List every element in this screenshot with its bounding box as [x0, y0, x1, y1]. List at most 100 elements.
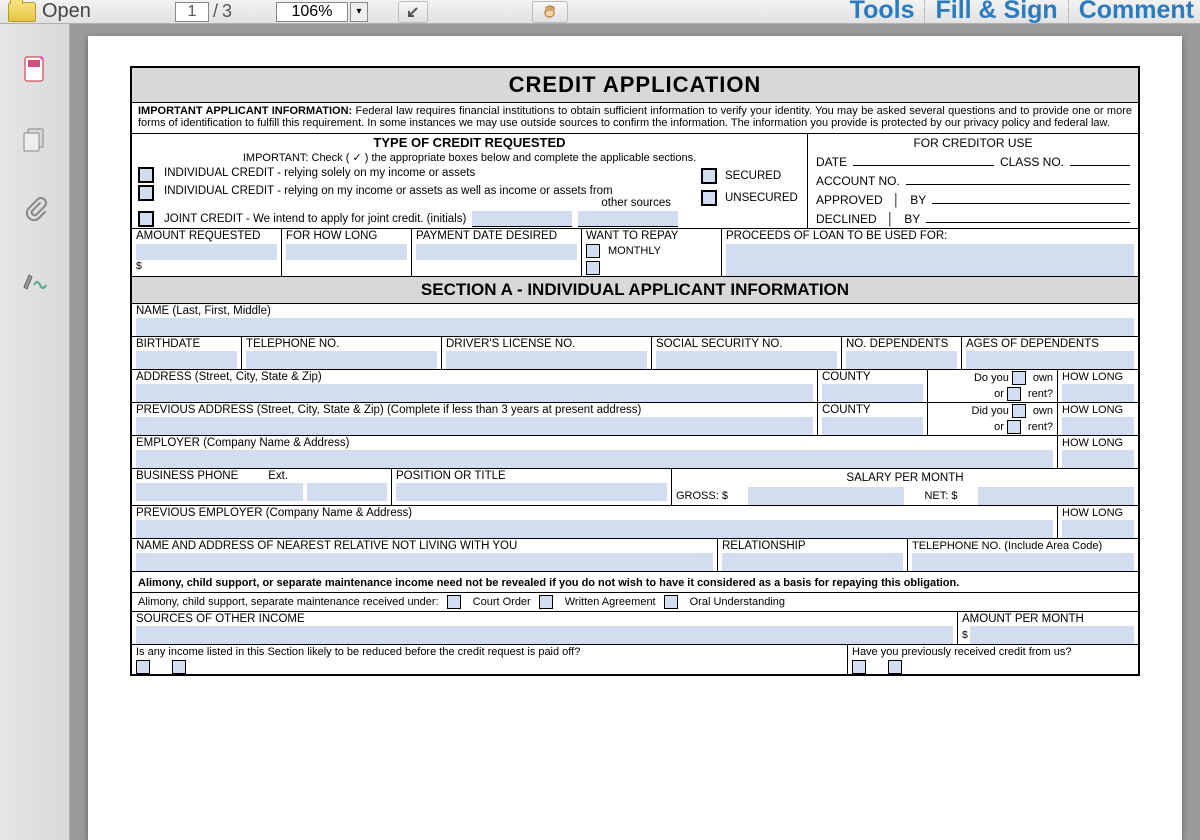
- zoom-dropdown[interactable]: ▾: [350, 2, 368, 22]
- chk-prev-own[interactable]: [1012, 404, 1026, 418]
- amtper-field[interactable]: [970, 626, 1134, 644]
- arrow-down-left-icon: [405, 4, 421, 20]
- creditor-use: FOR CREDITOR USE DATECLASS NO. ACCOUNT N…: [808, 134, 1138, 228]
- prevaddr-howlong[interactable]: [1062, 417, 1134, 435]
- chk-written[interactable]: [539, 595, 553, 609]
- income-reduce-row: Is any income listed in this Section lik…: [132, 644, 1138, 674]
- employer-field[interactable]: [136, 450, 1053, 468]
- sources-field[interactable]: [136, 626, 953, 644]
- chk-indiv1[interactable]: [138, 167, 154, 183]
- chk-own[interactable]: [1012, 371, 1026, 385]
- alimony-note: Alimony, child support, or separate main…: [132, 571, 1138, 592]
- hand-icon: [541, 3, 559, 21]
- chk-rent[interactable]: [1007, 387, 1021, 401]
- ext-field[interactable]: [307, 483, 387, 501]
- chk-monthly[interactable]: [586, 244, 600, 258]
- prevemp-howlong[interactable]: [1062, 520, 1134, 538]
- howlong-field[interactable]: [286, 244, 407, 260]
- address-field[interactable]: [136, 384, 813, 402]
- chk-other-repay[interactable]: [586, 261, 600, 275]
- pdf-page: CREDIT APPLICATION IMPORTANT APPLICANT I…: [88, 36, 1182, 840]
- addr-howlong[interactable]: [1062, 384, 1134, 402]
- chk-oral[interactable]: [664, 595, 678, 609]
- gross-field[interactable]: [748, 487, 905, 505]
- zoom-input[interactable]: 106%: [276, 2, 348, 22]
- prev-employer-row: PREVIOUS EMPLOYER (Company Name & Addres…: [132, 505, 1138, 538]
- relative-row: NAME AND ADDRESS OF NEAREST RELATIVE NOT…: [132, 538, 1138, 571]
- chk-unsecured[interactable]: [701, 190, 717, 206]
- emp-howlong[interactable]: [1062, 450, 1134, 468]
- name-field[interactable]: [136, 318, 1134, 336]
- page-sep: /: [213, 1, 218, 22]
- dl-field[interactable]: [446, 351, 647, 369]
- thumbnails-button[interactable]: [19, 54, 51, 86]
- relationship-field[interactable]: [722, 553, 903, 571]
- other-income-row: SOURCES OF OTHER INCOME AMOUNT PER MONTH…: [132, 611, 1138, 644]
- comment-link[interactable]: Comment: [1068, 0, 1194, 25]
- chk-joint[interactable]: [138, 211, 154, 227]
- proceeds-field[interactable]: [726, 244, 1134, 276]
- tcr-head: TYPE OF CREDIT REQUESTED: [132, 134, 807, 151]
- alimony-received-row: Alimony, child support, separate mainten…: [132, 592, 1138, 611]
- document-viewer[interactable]: CREDIT APPLICATION IMPORTANT APPLICANT I…: [70, 24, 1200, 840]
- zoom-group: 106% ▾: [276, 2, 368, 22]
- page-current-input[interactable]: 1: [175, 2, 209, 22]
- open-label: Open: [42, 0, 91, 23]
- dep-ages-field[interactable]: [966, 351, 1134, 369]
- chk-prevcr-2[interactable]: [888, 660, 902, 674]
- pages-button[interactable]: [19, 124, 51, 156]
- stack-icon: [21, 126, 49, 154]
- folder-icon: [8, 2, 36, 22]
- paperclip-icon: [22, 195, 48, 225]
- net-field[interactable]: [978, 487, 1135, 505]
- paydate-field[interactable]: [416, 244, 577, 260]
- telephone-field[interactable]: [246, 351, 437, 369]
- open-button[interactable]: Open: [8, 0, 91, 23]
- chk-red-1[interactable]: [136, 660, 150, 674]
- prev-address-row: PREVIOUS ADDRESS (Street, City, State & …: [132, 402, 1138, 435]
- toolbar-right-links: Tools Fill & Sign Comment: [840, 0, 1194, 25]
- page-total: 3: [222, 1, 232, 22]
- tools-link[interactable]: Tools: [840, 0, 915, 25]
- credit-type-section: TYPE OF CREDIT REQUESTED IMPORTANT: Chec…: [132, 133, 1138, 228]
- form-title: CREDIT APPLICATION: [132, 68, 1138, 102]
- chk-prev-rent[interactable]: [1007, 420, 1021, 434]
- chk-secured[interactable]: [701, 168, 717, 184]
- pdf-toolbar: Open 1 / 3 106% ▾ Tools Fill & Sign Comm…: [0, 0, 1200, 24]
- chk-court[interactable]: [447, 595, 461, 609]
- page-pink-icon: [22, 55, 48, 85]
- address-row: ADDRESS (Street, City, State & Zip) COUN…: [132, 369, 1138, 402]
- sign-icon: [20, 267, 50, 293]
- prev-county-field[interactable]: [822, 417, 923, 435]
- credit-application-form: CREDIT APPLICATION IMPORTANT APPLICANT I…: [130, 66, 1140, 676]
- section-a-head: SECTION A - INDIVIDUAL APPLICANT INFORMA…: [132, 276, 1138, 303]
- important-notice: IMPORTANT APPLICANT INFORMATION: Federal…: [132, 102, 1138, 133]
- attachments-button[interactable]: [19, 194, 51, 226]
- chk-red-2[interactable]: [172, 660, 186, 674]
- relative-field[interactable]: [136, 553, 713, 571]
- position-row: BUSINESS PHONEExt. POSITION OR TITLE SAL…: [132, 468, 1138, 505]
- side-panel: [0, 24, 70, 840]
- ssn-field[interactable]: [656, 351, 837, 369]
- initials-1[interactable]: [472, 211, 572, 227]
- amount-requested-field[interactable]: [136, 244, 277, 260]
- personal-row: BIRTHDATE TELEPHONE NO. DRIVER'S LICENSE…: [132, 336, 1138, 369]
- prevemp-field[interactable]: [136, 520, 1053, 538]
- county-field[interactable]: [822, 384, 923, 402]
- dependents-field[interactable]: [846, 351, 957, 369]
- prev-address-field[interactable]: [136, 417, 813, 435]
- main-area: CREDIT APPLICATION IMPORTANT APPLICANT I…: [0, 24, 1200, 840]
- page-nav: 1 / 3: [175, 1, 232, 22]
- initials-2[interactable]: [578, 211, 678, 227]
- bphone-field[interactable]: [136, 483, 303, 501]
- position-field[interactable]: [396, 483, 667, 501]
- rel-tel-field[interactable]: [912, 553, 1134, 571]
- hand-tool-button[interactable]: [532, 1, 568, 23]
- tcr-note: IMPORTANT: Check ( ✓ ) the appropriate b…: [132, 151, 807, 166]
- chk-indiv2[interactable]: [138, 185, 154, 201]
- fit-page-button[interactable]: [398, 1, 428, 23]
- chk-prevcr-1[interactable]: [852, 660, 866, 674]
- birthdate-field[interactable]: [136, 351, 237, 369]
- signatures-button[interactable]: [19, 264, 51, 296]
- fill-sign-link[interactable]: Fill & Sign: [924, 0, 1057, 25]
